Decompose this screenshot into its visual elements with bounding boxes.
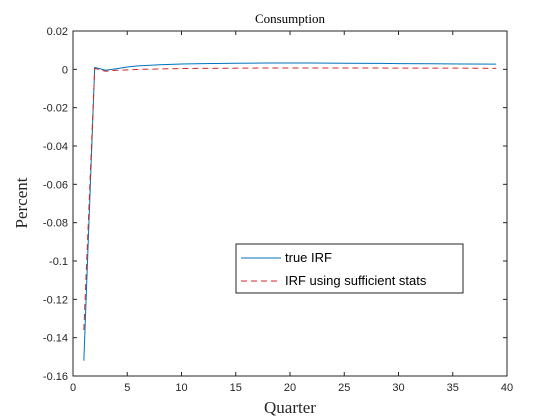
legend-label-true-irf: true IRF	[285, 250, 332, 265]
y-tick-label: 0	[62, 64, 68, 76]
x-tick-label: 20	[284, 382, 296, 394]
y-tick-label: -0.04	[43, 141, 68, 153]
y-axis-title: Percent	[12, 177, 31, 228]
x-axis-title: Quarter	[264, 398, 316, 417]
tick-layer: 0 5 10 15 20 25 30 35 40 0.02 0 -0.02 -0.04 -0.06 -0.0…	[43, 26, 513, 394]
x-tick-label: 5	[124, 382, 130, 394]
chart-title: Consumption	[255, 11, 326, 26]
y-tick-label: -0.16	[43, 371, 68, 383]
legend-label-sufficient-stats: IRF using sufficient stats	[285, 273, 427, 288]
y-tick-label: -0.06	[43, 179, 68, 191]
plot-area	[73, 31, 507, 376]
x-tick-label: 40	[501, 382, 513, 394]
y-tick-label: -0.14	[43, 333, 68, 345]
series-line-sufficient-stats	[83, 67, 497, 331]
y-tick-label: -0.08	[43, 218, 68, 230]
y-tick-label: -0.02	[43, 103, 68, 115]
legend-box	[235, 243, 464, 294]
y-tick-label: -0.1	[49, 256, 68, 268]
y-tick-label: -0.12	[43, 294, 68, 306]
x-tick-label: 25	[338, 382, 350, 394]
x-tick-label: 0	[70, 382, 76, 394]
x-tick-label: 30	[392, 382, 404, 394]
legend: true IRF IRF using sufficient stats	[235, 243, 464, 294]
series-layer	[83, 62, 497, 361]
x-tick-label: 15	[230, 382, 242, 394]
x-tick-label: 10	[175, 382, 187, 394]
x-tick-label: 35	[447, 382, 459, 394]
y-tick-label: 0.02	[47, 26, 68, 38]
series-line-true-irf	[83, 62, 497, 361]
